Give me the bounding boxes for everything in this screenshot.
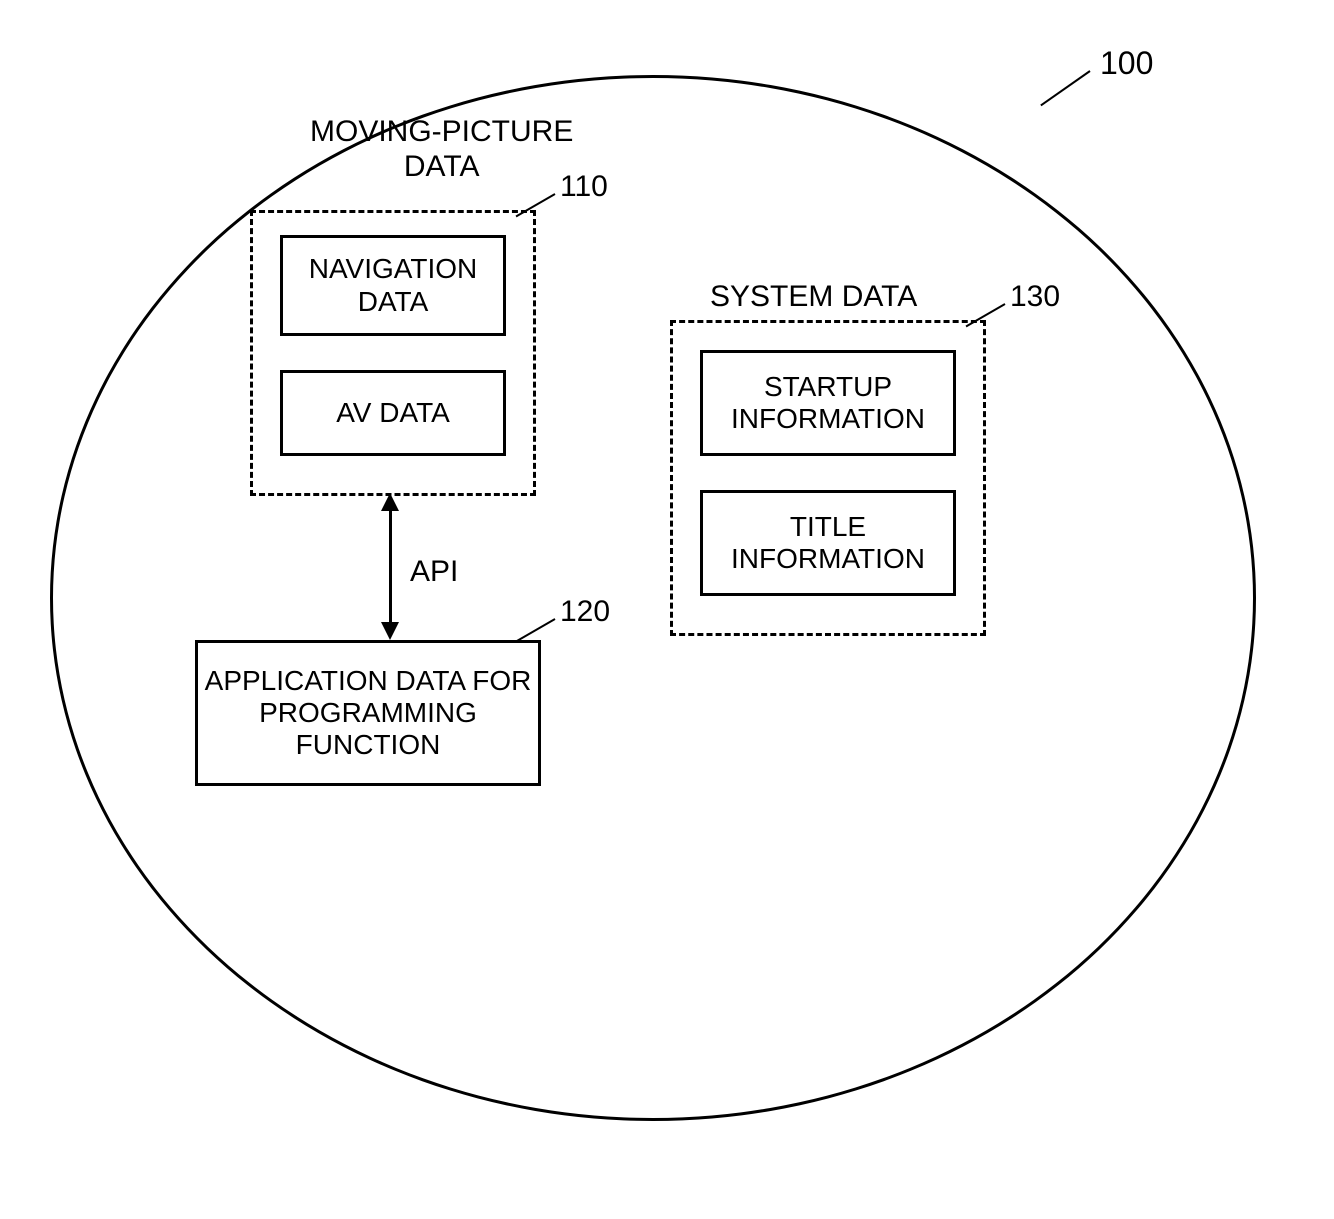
- startup-info-text: STARTUP INFORMATION: [703, 371, 953, 435]
- application-data-text: APPLICATION DATA FOR PROGRAMMING FUNCTIO…: [198, 665, 538, 762]
- api-connector-line: [389, 510, 392, 623]
- ref-120-label: 120: [560, 595, 610, 630]
- ref-100-label: 100: [1100, 45, 1153, 82]
- av-data-text: AV DATA: [336, 397, 450, 429]
- navigation-data-box: NAVIGATION DATA: [280, 235, 506, 336]
- application-data-box: APPLICATION DATA FOR PROGRAMMING FUNCTIO…: [195, 640, 541, 786]
- title-info-box: TITLE INFORMATION: [700, 490, 956, 596]
- ref-130-label: 130: [1010, 280, 1060, 315]
- title-info-text: TITLE INFORMATION: [703, 511, 953, 575]
- ellipse-100: [50, 75, 1256, 1121]
- diagram-canvas: 100 MOVING-PICTURE DATA 110 NAVIGATION D…: [0, 0, 1334, 1219]
- moving-picture-title: MOVING-PICTURE DATA: [310, 115, 573, 184]
- api-arrow-up: [381, 493, 399, 511]
- av-data-box: AV DATA: [280, 370, 506, 456]
- system-data-title: SYSTEM DATA: [710, 280, 917, 315]
- startup-info-box: STARTUP INFORMATION: [700, 350, 956, 456]
- api-label: API: [410, 555, 458, 590]
- ref-110-label: 110: [560, 170, 608, 205]
- navigation-data-text: NAVIGATION DATA: [283, 253, 503, 317]
- api-arrow-down: [381, 622, 399, 640]
- ref-100-leader: [1040, 70, 1090, 106]
